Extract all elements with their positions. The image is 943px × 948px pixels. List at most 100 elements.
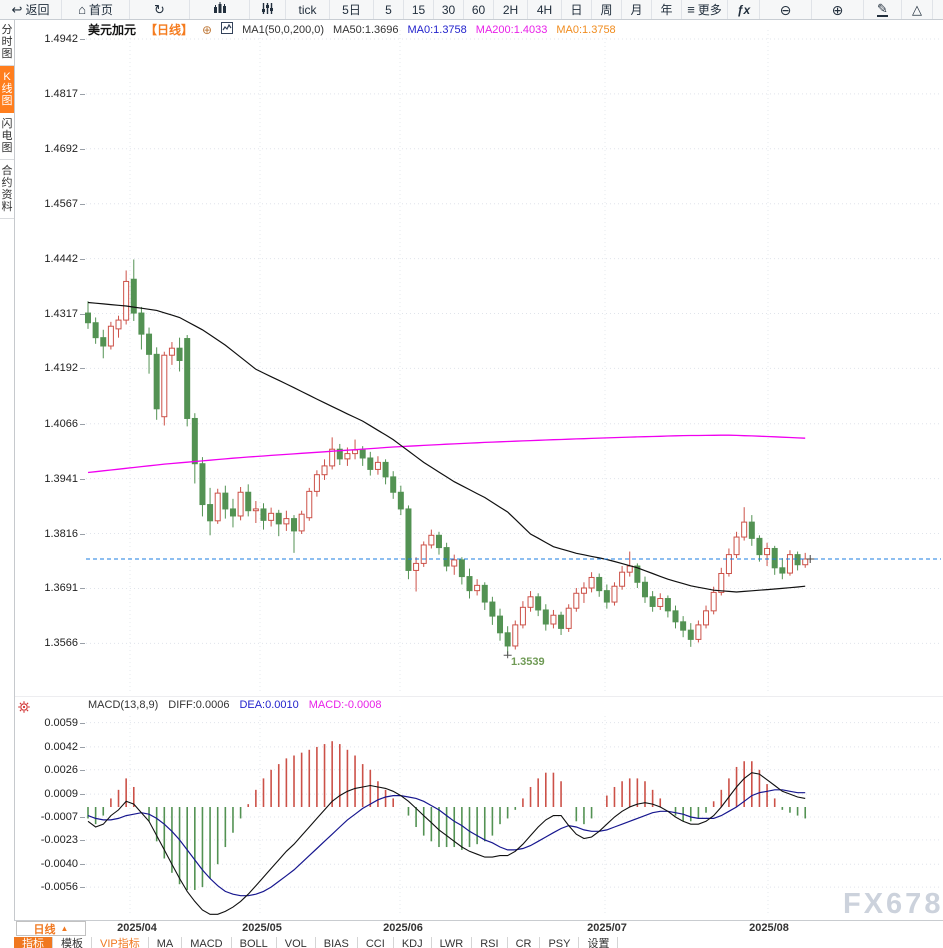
macd-settings-gear-icon[interactable]	[17, 700, 31, 714]
draw-pencil-icon: ✎	[877, 1, 888, 17]
price-axis-label: 1.4567	[44, 197, 78, 210]
tab-vol[interactable]: VOL	[277, 937, 316, 948]
toolbar-timeframe-year-button[interactable]: 年	[652, 0, 682, 19]
indicator-tabs-bar: 指标 模板 VIP指标 MA MACD BOLL VOL BIAS CCI KDJ LWR RSI CR…	[14, 937, 943, 948]
macd-axis-label: -0.0023	[40, 833, 78, 846]
toolbar-timeframe-tick-button[interactable]: tick	[286, 0, 330, 19]
price-axis-label: 1.4817	[44, 87, 78, 100]
toolbar-timeframe-15-label: 15	[411, 2, 426, 17]
macd-axis-label: 0.0042	[44, 740, 78, 753]
date-axis-label: 2025/04	[117, 922, 157, 934]
tab-cr[interactable]: CR	[508, 937, 541, 948]
kline-chart-icon	[213, 2, 227, 17]
axis-tick	[80, 203, 85, 205]
tab-templates[interactable]: 模板	[53, 937, 92, 948]
toolbar-shapes-button[interactable]: △	[902, 0, 933, 19]
price-axis-label: 1.4066	[44, 417, 78, 430]
tab-psy[interactable]: PSY	[540, 937, 580, 948]
tab-indicators[interactable]: 指标	[14, 937, 53, 948]
axis-tick	[80, 643, 85, 645]
tab-rsi[interactable]: RSI	[472, 937, 508, 948]
toolbar-zoom-out-button[interactable]: ⊖	[760, 0, 812, 19]
sidebar-item-time-chart[interactable]: 分时图	[0, 19, 14, 66]
fx-icon: ƒx	[736, 2, 751, 17]
price-axis-label: 1.4692	[44, 142, 78, 155]
tab-bias[interactable]: BIAS	[316, 937, 358, 948]
tab-settings[interactable]: 设置	[579, 937, 619, 948]
main-chart-plot[interactable]	[86, 19, 943, 696]
toolbar-timeframe-5day-label: 5日	[342, 3, 361, 17]
fx678-watermark: FX678	[843, 888, 943, 920]
chart-header: 美元加元 【日线】 ⊕ MA1(50,0,200,0) MA50:1.3696 MA0:1…	[88, 21, 616, 38]
tab-ma[interactable]: MA	[149, 937, 183, 948]
toolbar-refresh-button[interactable]: ↻	[130, 0, 190, 19]
ma0-orange-value: MA0:1.3758	[556, 23, 616, 36]
toolbar-timeframe-2h-button[interactable]: 2H	[494, 0, 528, 19]
ma-settings-label: MA1(50,0,200,0)	[242, 23, 325, 36]
axis-tick	[80, 313, 85, 315]
sidebar-item-lightning-chart[interactable]: 闪电图	[0, 113, 14, 160]
back-arrow-icon: ↩	[11, 2, 23, 17]
period-selector-dropdown[interactable]: 日线 ▲	[16, 921, 86, 936]
toolbar-chart-type-button[interactable]	[190, 0, 250, 19]
axis-tick	[80, 39, 85, 40]
macd-axis-label: -0.0056	[40, 881, 78, 894]
date-axis-label: 2025/05	[242, 922, 282, 934]
toolbar-timeframe-month-button[interactable]: 月	[622, 0, 652, 19]
toolbar-draw-button[interactable]: ✎	[864, 0, 902, 19]
price-axis-label: 1.3816	[44, 527, 78, 540]
toolbar-timeframe-15-button[interactable]: 15	[404, 0, 434, 19]
tab-vip-indicators[interactable]: VIP指标	[92, 937, 149, 948]
zoom-out-icon: ⊖	[779, 1, 792, 18]
toolbar-timeframe-4h-button[interactable]: 4H	[528, 0, 562, 19]
add-overlay-icon[interactable]: ⊕	[202, 22, 213, 37]
macd-panel-plot[interactable]	[86, 697, 943, 919]
toolbar-back-button[interactable]: ↩ 返回	[0, 0, 62, 19]
price-axis-label: 1.3691	[44, 582, 78, 595]
macd-dea-value: DEA:0.0010	[239, 699, 299, 711]
toolbar-more-button[interactable]: ≡ 更多	[682, 0, 728, 19]
tab-macd[interactable]: MACD	[182, 937, 232, 948]
axis-tick	[80, 148, 85, 150]
toolbar-home-button[interactable]: ⌂ 首页	[62, 0, 130, 19]
macd-axis-label: -0.0040	[40, 858, 78, 871]
chart-type-mini-icon[interactable]	[221, 22, 234, 37]
home-icon: ⌂	[78, 2, 86, 17]
macd-hist-value: MACD:-0.0008	[308, 699, 382, 711]
price-axis-label: 1.4192	[44, 362, 78, 375]
toolbar-timeframe-day-button[interactable]: 日	[562, 0, 592, 19]
tab-kdj[interactable]: KDJ	[394, 937, 432, 948]
axis-tick	[80, 588, 85, 590]
ma50-value: MA50:1.3696	[333, 23, 399, 36]
toolbar-timeframe-week-button[interactable]: 周	[592, 0, 622, 19]
macd-axis-label: 0.0059	[44, 716, 78, 729]
tab-cci[interactable]: CCI	[358, 937, 394, 948]
toolbar-timeframe-5-button[interactable]: 5	[374, 0, 404, 19]
price-axis-label: 1.4942	[44, 33, 78, 45]
axis-tick	[80, 533, 85, 535]
sidebar-item-kline-chart[interactable]: K线图	[0, 66, 14, 113]
price-axis-label: 1.4317	[44, 307, 78, 320]
date-axis-label: 2025/08	[749, 922, 789, 934]
toolbar-zoom-in-button[interactable]: ⊕	[812, 0, 864, 19]
toolbar-timeframe-60-button[interactable]: 60	[464, 0, 494, 19]
toolbar-timeframe-5day-button[interactable]: 5日	[330, 0, 374, 19]
toolbar-indicators-button[interactable]	[250, 0, 286, 19]
tab-lwr[interactable]: LWR	[432, 937, 473, 948]
macd-axis-label: 0.0009	[44, 788, 78, 801]
toolbar: ↩ 返回 ⌂ 首页 ↻ tick 5日 5 15 30 60 2H 4H 日周月年 ≡ 更多 ƒx ⊖ ⊕ ✎ △	[0, 0, 943, 20]
ma0-blue-value: MA0:1.3758	[407, 23, 467, 36]
period-label: 【日线】	[145, 23, 194, 37]
zoom-in-icon: ⊕	[831, 1, 844, 18]
axis-tick	[80, 93, 85, 95]
toolbar-back-label: 返回	[25, 3, 50, 17]
indicator-sliders-icon	[261, 2, 274, 17]
chart-mode-sidebar: 分时图 K线图 闪电图 合约资料	[0, 19, 15, 920]
axis-tick	[80, 478, 85, 480]
toolbar-timeframe-30-button[interactable]: 30	[434, 0, 464, 19]
toolbar-formula-button[interactable]: ƒx	[728, 0, 760, 19]
sidebar-item-contract-info[interactable]: 合约资料	[0, 160, 14, 219]
tab-boll[interactable]: BOLL	[232, 937, 277, 948]
axis-tick	[80, 887, 85, 889]
